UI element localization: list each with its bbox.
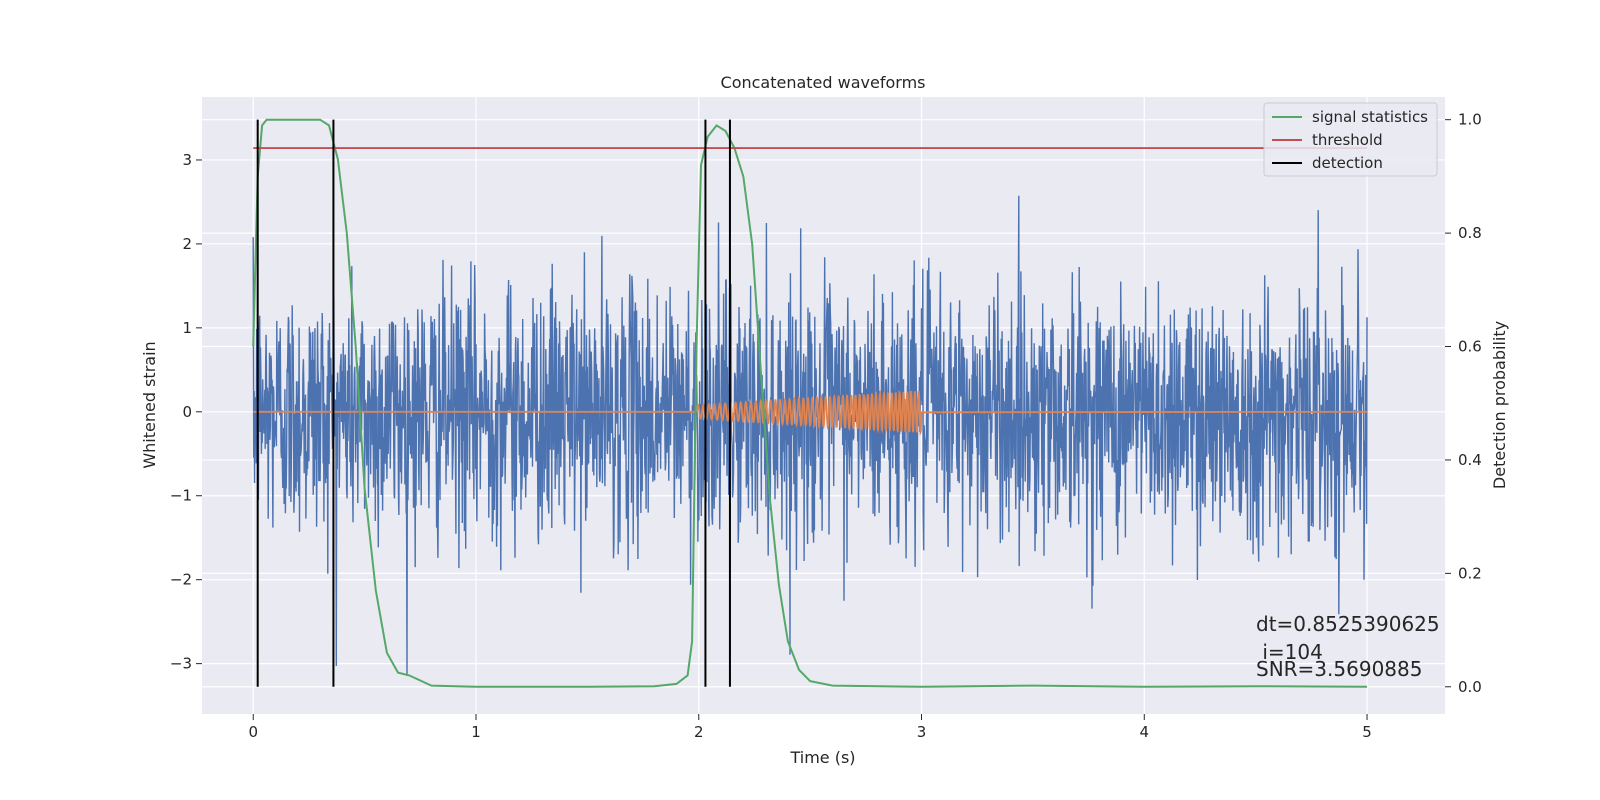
strain-trace: [252, 195, 1368, 676]
y2-tick-label: 0.8: [1458, 224, 1482, 242]
y2-tick-label: 0.2: [1458, 564, 1482, 582]
x-tick-label: 2: [694, 723, 704, 741]
y2-tick-label: 0.4: [1458, 451, 1482, 469]
y-tick-label: −3: [170, 655, 192, 673]
x-tick-label: 3: [917, 723, 927, 741]
annotation-snr: SNR=3.5690885: [1256, 657, 1422, 681]
legend: signal statistics threshold detection: [1263, 102, 1438, 177]
legend-label-detection: detection: [1312, 154, 1383, 172]
template-line: [253, 389, 1368, 436]
y-tick-label: 1: [182, 319, 192, 337]
x-axis-label: Time (s): [789, 748, 855, 767]
y-tick-label: 2: [182, 235, 192, 253]
y2-tick-label: 0.0: [1458, 678, 1482, 696]
signal-statistics-series: [252, 118, 1368, 688]
legend-box: [1263, 102, 1438, 177]
strain-line: [252, 195, 1368, 676]
y-tick-label: −1: [170, 487, 192, 505]
y-tick-label: 0: [182, 403, 192, 421]
legend-label-signal: signal statistics: [1312, 108, 1428, 126]
x-tick-label: 1: [471, 723, 481, 741]
annotation-dt: dt=0.8525390625: [1256, 612, 1440, 636]
signal-statistics-line: [252, 118, 1368, 688]
y2-axis-label: Detection probability: [1490, 321, 1509, 489]
y2-tick-label: 0.6: [1458, 338, 1482, 356]
y-axis-label: Whitened strain: [140, 341, 159, 468]
annotation-index: i=104: [1256, 640, 1323, 664]
detection-lines: [256, 119, 731, 687]
y-tick-label: 3: [182, 151, 192, 169]
axis-ticks: 0 1 2 3 4 5 −3 −2 −1 0 1 2 3 0.0 0.2 0.4 0.6 0.8 1.0: [170, 111, 1482, 741]
x-tick-label: 5: [1362, 723, 1372, 741]
template-trace: [253, 389, 1368, 436]
x-tick-label: 0: [248, 723, 258, 741]
legend-label-threshold: threshold: [1312, 131, 1383, 149]
y-tick-label: −2: [170, 571, 192, 589]
chart-title: Concatenated waveforms: [721, 73, 926, 92]
x-tick-label: 4: [1140, 723, 1150, 741]
y2-tick-label: 1.0: [1458, 111, 1482, 129]
